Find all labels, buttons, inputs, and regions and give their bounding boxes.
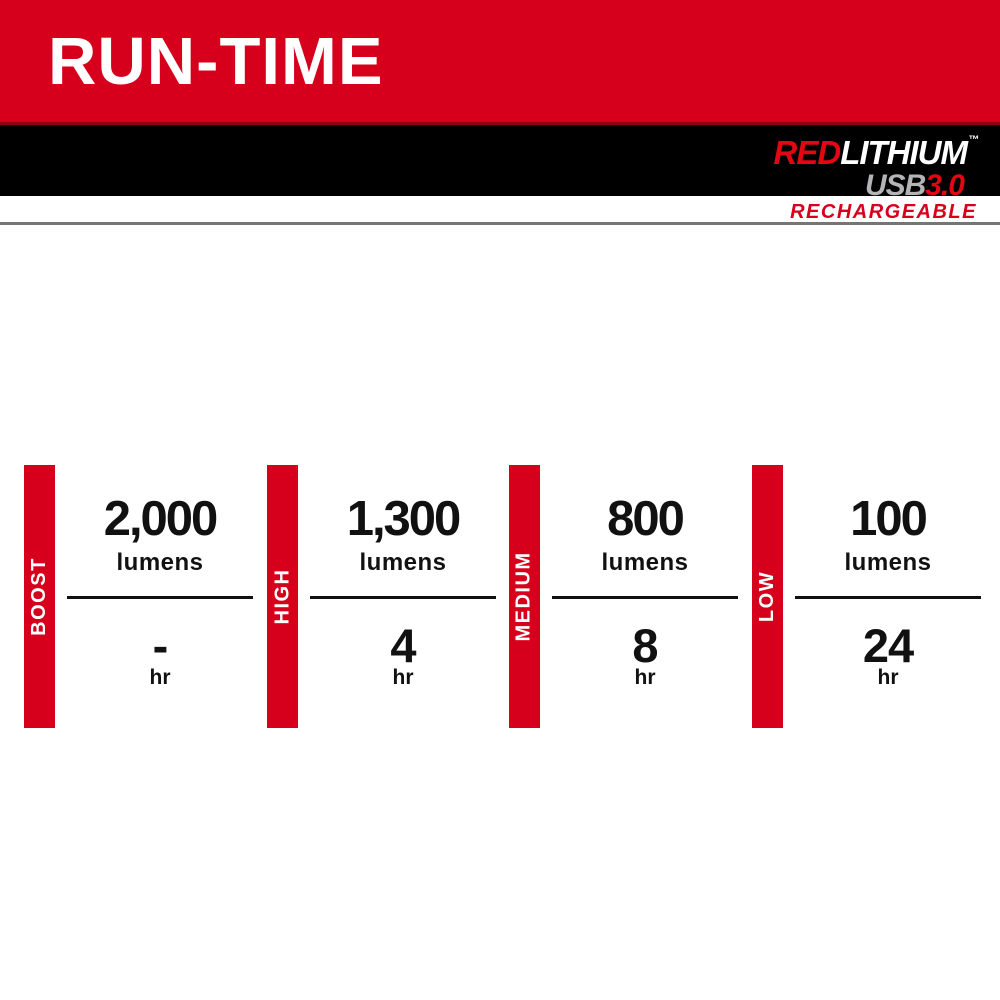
lumens-value: 800: [607, 492, 685, 546]
runtime-value: 8: [632, 619, 658, 672]
logo-lithium-text: LITHIUM: [840, 134, 968, 171]
logo-version-text: 3.0: [925, 169, 965, 202]
page-title: RUN-TIME: [48, 23, 384, 99]
runtime-value: 4: [390, 619, 416, 672]
redlithium-logo: REDLITHIUM™ USB3.0: [773, 134, 980, 201]
mode-label: BOOST: [28, 557, 50, 636]
lumens-unit: lumens: [359, 549, 447, 576]
mode-column-high: HIGH 1,300 lumens 4 hr: [267, 465, 496, 728]
runtime-unit: hr: [149, 666, 171, 689]
logo-line-usb: USB3.0: [774, 171, 979, 201]
divider-line: [552, 596, 738, 599]
mode-bar-medium: MEDIUM: [509, 465, 540, 728]
mode-column-low: LOW 100 lumens 24 hr: [752, 465, 981, 728]
lumens-value: 100: [850, 492, 928, 546]
lumens-unit: lumens: [116, 549, 204, 576]
mode-content: 800 lumens 8 hr: [552, 465, 738, 728]
lumens-value: 2,000: [103, 492, 219, 546]
mode-bar-high: HIGH: [267, 465, 298, 728]
lumens-unit: lumens: [601, 549, 689, 576]
runtime-unit: hr: [877, 666, 899, 689]
mode-bar-boost: BOOST: [24, 465, 55, 728]
logo-red-text: RED: [773, 134, 842, 171]
lumens-unit: lumens: [844, 549, 932, 576]
logo-usb-text: USB: [864, 169, 926, 202]
runtime-unit: hr: [634, 666, 656, 689]
runtime-value: -: [152, 619, 169, 672]
runtime-value: 24: [862, 619, 914, 672]
divider-line: [795, 596, 981, 599]
mode-bar-low: LOW: [752, 465, 783, 728]
trademark-symbol: ™: [968, 134, 979, 146]
mode-content: 100 lumens 24 hr: [795, 465, 981, 728]
divider-line: [310, 596, 496, 599]
divider-line: [67, 596, 253, 599]
runtime-banner: RUN-TIME: [0, 0, 1000, 125]
rechargeable-label: RECHARGEABLE: [790, 201, 977, 223]
modes-section: BOOST 2,000 lumens - hr HIGH 1,300 lumen…: [0, 465, 1000, 728]
runtime-unit: hr: [392, 666, 414, 689]
mode-column-medium: MEDIUM 800 lumens 8 hr: [509, 465, 738, 728]
lumens-value: 1,300: [346, 492, 462, 546]
mode-content: 2,000 lumens - hr: [67, 465, 253, 728]
mode-label: HIGH: [271, 568, 293, 625]
separator-line: [0, 222, 1000, 225]
brand-band: REDLITHIUM™ USB3.0: [0, 125, 1000, 201]
mode-column-boost: BOOST 2,000 lumens - hr: [24, 465, 253, 728]
logo-line-redlithium: REDLITHIUM™: [773, 134, 980, 171]
mode-label: LOW: [756, 570, 778, 623]
mode-content: 1,300 lumens 4 hr: [310, 465, 496, 728]
mode-label: MEDIUM: [513, 551, 536, 642]
